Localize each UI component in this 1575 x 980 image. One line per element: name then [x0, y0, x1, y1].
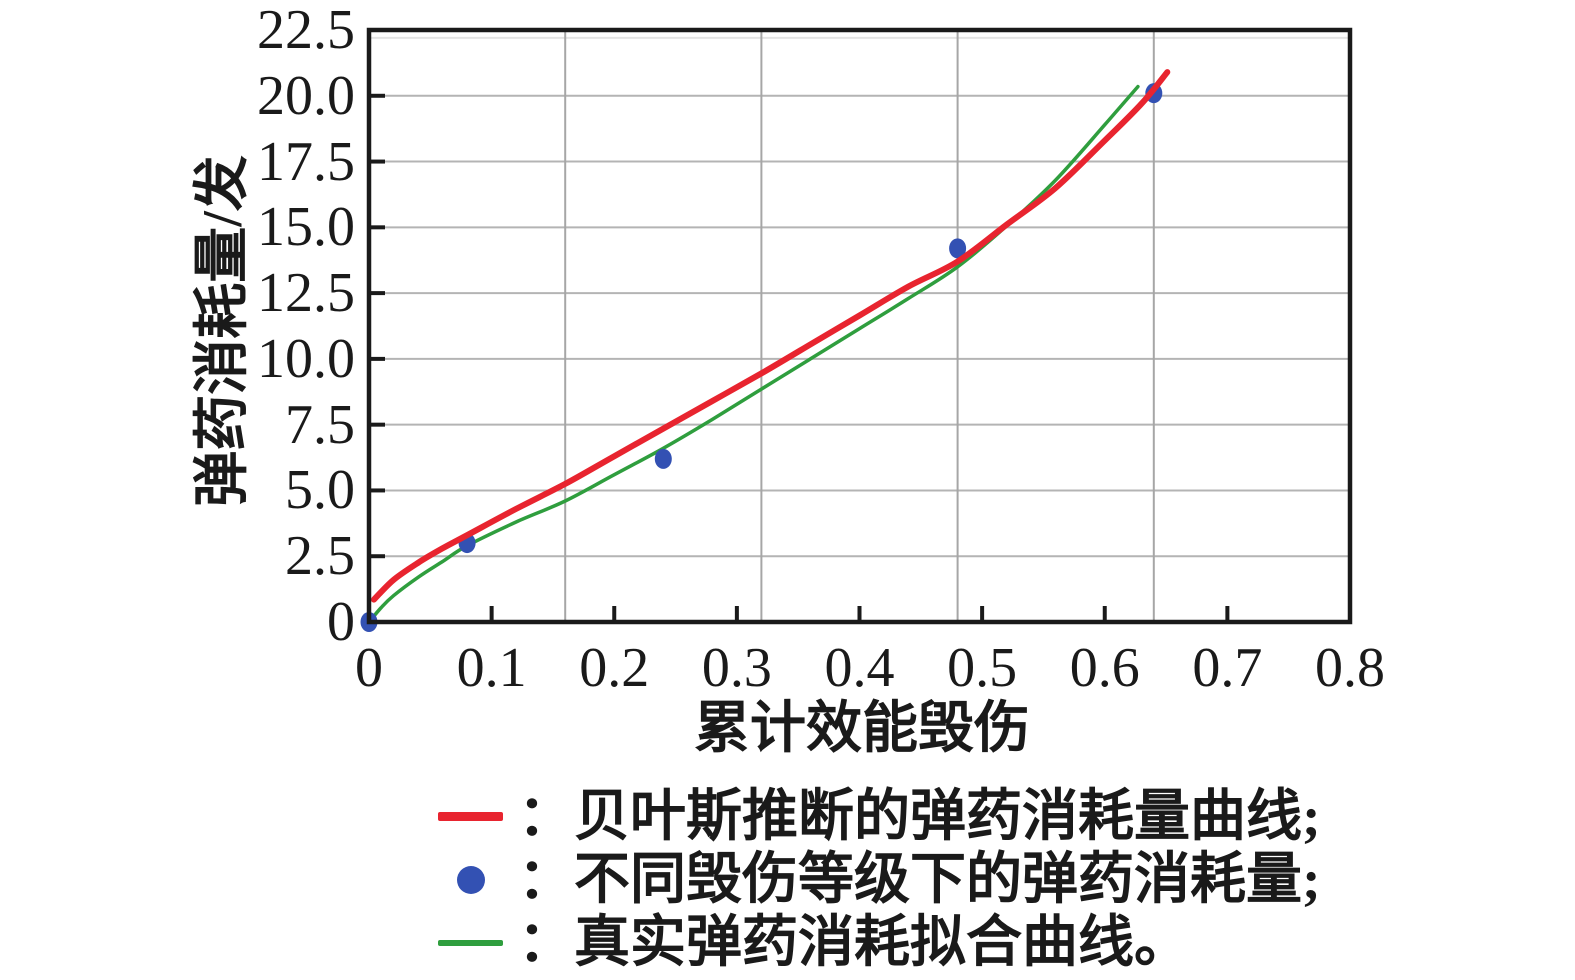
data-point [949, 238, 967, 259]
y-tick-label: 15.0 [257, 196, 355, 259]
x-axis-title: 累计效能毁伤 [694, 698, 1030, 760]
legend-item: ：贝叶斯推断的弹药消耗量曲线; [438, 785, 1321, 848]
green-curve [367, 84, 1140, 624]
legend-item: ：不同毁伤等级下的弹药消耗量; [438, 848, 1321, 911]
x-tick-label: 0.6 [1069, 637, 1140, 699]
red-curve [370, 69, 1171, 603]
legend-marker-box [438, 865, 503, 894]
green-line-marker [438, 939, 503, 946]
y-tick-label: 20.0 [257, 64, 355, 127]
y-tick-label: 17.5 [257, 130, 355, 193]
y-tick-label: 22.5 [257, 0, 355, 61]
y-tick-label: 0 [327, 591, 355, 653]
red-line-marker [438, 812, 503, 821]
x-tick-label: 0.8 [1315, 637, 1385, 699]
legend-item-label: ：贝叶斯推断的弹药消耗量曲线; [518, 785, 1321, 848]
x-tick-label: 0.1 [456, 637, 527, 699]
x-tick-label: 0.4 [824, 637, 895, 699]
y-tick-label: 12.5 [257, 262, 355, 325]
axes-border [366, 27, 1353, 625]
x-tick-label: 0.2 [579, 637, 650, 699]
legend-marker-box [438, 939, 503, 946]
y-tick-label: 2.5 [285, 525, 355, 588]
x-tick-label: 0.3 [701, 637, 772, 699]
x-tick-label: 0.7 [1192, 637, 1263, 699]
legend: ：贝叶斯推断的弹药消耗量曲线; ：不同毁伤等级下的弹药消耗量; ：真实弹药消耗拟… [438, 785, 1321, 974]
legend-item: ：真实弹药消耗拟合曲线。 [438, 911, 1321, 974]
x-tick-label: 0.5 [947, 637, 1018, 699]
y-tick-label: 7.5 [285, 393, 355, 456]
legend-item-label: ：真实弹药消耗拟合曲线。 [518, 911, 1190, 974]
legend-marker-box [438, 812, 503, 821]
legend-item-label: ：不同毁伤等级下的弹药消耗量; [518, 848, 1321, 911]
data-point [654, 448, 672, 469]
y-axis-title: 弹药消耗量/发 [192, 155, 254, 507]
y-tick-label: 10.0 [257, 327, 355, 390]
y-tick-label: 5.0 [285, 459, 355, 522]
x-tick-label: 0 [355, 637, 383, 699]
blue-dot-marker [456, 865, 485, 894]
